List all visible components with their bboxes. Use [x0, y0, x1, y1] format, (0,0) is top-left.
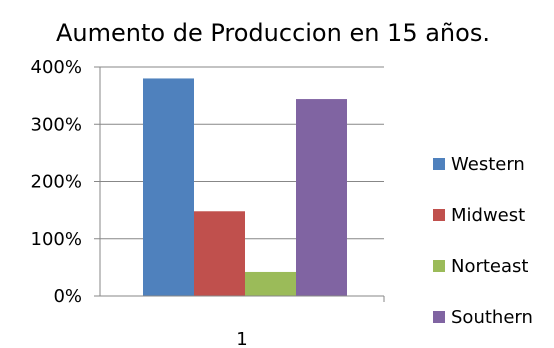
chart-title: Aumento de Produccion en 15 años.: [56, 19, 490, 47]
bar-midwest: [194, 211, 245, 296]
legend-label-norteast: Norteast: [451, 256, 528, 277]
legend-label-midwest: Midwest: [451, 205, 525, 226]
y-tick-label: 300%: [31, 114, 82, 135]
y-tick-label: 200%: [31, 172, 82, 193]
legend-swatch-southern: [433, 311, 445, 323]
legend-label-western: Western: [451, 154, 525, 175]
bar-southern: [296, 99, 347, 296]
y-tick-label: 0%: [53, 286, 82, 307]
bar-norteast: [245, 271, 296, 296]
legend-swatch-midwest: [433, 209, 445, 221]
legend-swatch-western: [433, 158, 445, 170]
y-tick-label: 100%: [31, 229, 82, 250]
legend-swatch-norteast: [433, 260, 445, 272]
legend: Western Midwest Norteast Southern: [433, 154, 533, 328]
bar-western: [143, 78, 194, 296]
axes: [94, 66, 385, 302]
bars: [143, 78, 347, 296]
y-axis-ticks: 0% 100% 200% 300% 400%: [31, 57, 82, 307]
x-axis-ticks: 1: [236, 329, 247, 348]
x-tick-label: 1: [236, 329, 247, 348]
y-tick-label: 400%: [31, 57, 82, 78]
legend-label-southern: Southern: [451, 307, 533, 328]
